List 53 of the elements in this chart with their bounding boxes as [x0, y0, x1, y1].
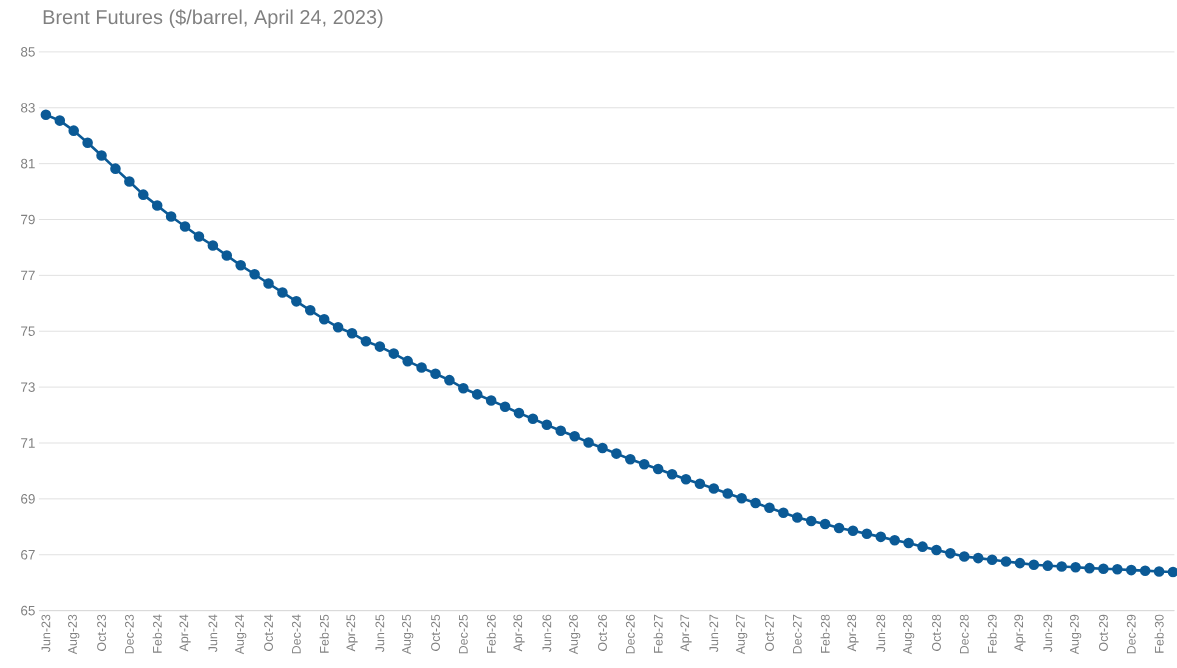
x-tick-label: Apr-26 — [513, 614, 525, 652]
x-tick-label: Oct-26 — [598, 614, 607, 651]
x-tick-label: Jun-24 — [208, 614, 218, 652]
x-tick-label: Oct-25 — [431, 614, 440, 651]
x-tick-label: Dec-28 — [959, 614, 969, 654]
x-tick-label: Feb-24 — [152, 614, 162, 653]
x-tick-label: Apr-25 — [346, 614, 358, 652]
y-tick-label: 81 — [21, 158, 35, 169]
x-tick-label: Aug-29 — [1069, 614, 1082, 655]
y-tick-label: 77 — [21, 270, 35, 280]
x-tick-label: Jun-27 — [709, 614, 719, 652]
x-tick-label: Jun-29 — [1043, 614, 1053, 652]
x-tick-label: Dec-23 — [124, 614, 134, 654]
x-tick-label: Apr-27 — [680, 614, 692, 652]
x-tick-label: Dec-29 — [1126, 614, 1136, 654]
x-tick-label: Aug-26 — [569, 614, 581, 655]
x-tick-label: Jun-23 — [41, 614, 51, 652]
y-tick-label: 69 — [21, 493, 35, 504]
x-tick-label: Apr-29 — [1014, 614, 1026, 652]
y-tick-label: 83 — [21, 102, 35, 113]
x-tick-label: Dec-26 — [625, 614, 635, 654]
y-tick-label: 71 — [21, 438, 35, 448]
x-tick-label: Dec-27 — [792, 614, 802, 654]
x-tick-label: Jun-28 — [876, 614, 886, 652]
x-tick-label: Oct-23 — [97, 614, 106, 651]
x-tick-label: Aug-25 — [402, 614, 414, 655]
y-tick-label: 79 — [21, 214, 35, 225]
x-tick-label: Jun-25 — [375, 614, 385, 652]
chart-title: Brent Futures ($/barrel, April 24, 2023) — [43, 8, 383, 28]
x-tick-label: Jun-26 — [542, 614, 552, 652]
x-tick-label: Oct-28 — [932, 614, 941, 651]
x-tick-label: Oct-27 — [765, 614, 774, 651]
x-tick-label: Aug-24 — [235, 614, 247, 655]
y-tick-label: 65 — [21, 605, 35, 616]
y-tick-label: 75 — [21, 326, 35, 336]
x-tick-label: Dec-24 — [291, 614, 301, 654]
x-tick-label: Apr-28 — [847, 614, 859, 652]
x-tick-label: Oct-24 — [264, 614, 273, 651]
y-tick-label: 73 — [21, 382, 35, 392]
y-tick-label: 67 — [21, 549, 35, 560]
x-tick-label: Aug-23 — [68, 614, 80, 655]
x-tick-label: Apr-24 — [179, 614, 191, 652]
x-tick-label: Aug-27 — [736, 614, 748, 655]
x-tick-label: Feb-26 — [486, 614, 496, 653]
x-tick-label: Oct-29 — [1099, 614, 1108, 651]
x-tick-label: Aug-28 — [902, 614, 915, 655]
x-tick-label: Feb-28 — [820, 614, 830, 653]
x-tick-label: Feb-25 — [319, 614, 329, 653]
y-tick-label: 85 — [21, 46, 35, 57]
x-tick-label: Dec-25 — [458, 614, 468, 654]
x-tick-label: Feb-29 — [987, 614, 997, 653]
x-tick-label: Feb-30 — [1154, 614, 1164, 653]
x-tick-label: Feb-27 — [653, 614, 663, 653]
